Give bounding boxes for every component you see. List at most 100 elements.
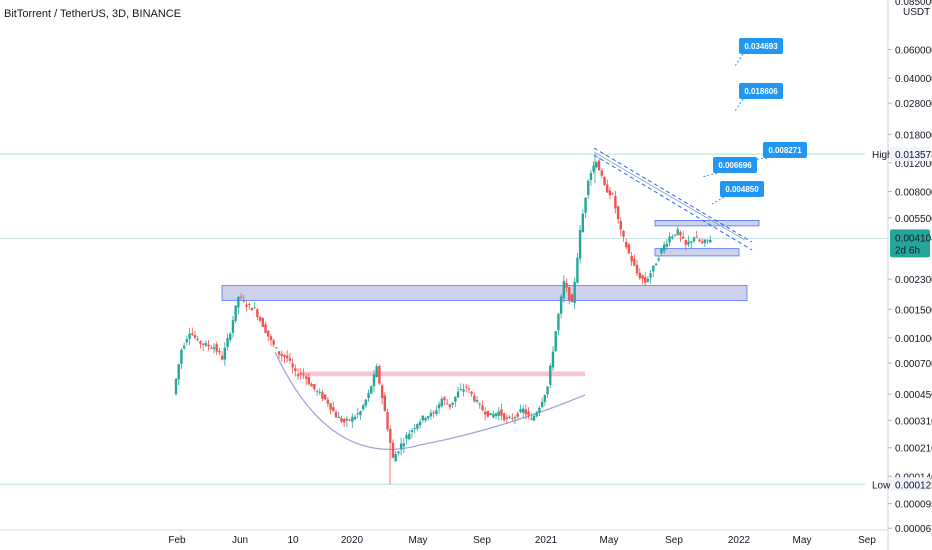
candle-body	[180, 349, 183, 364]
candle-body	[562, 280, 566, 299]
candle-body	[532, 415, 536, 421]
candle-body	[307, 377, 311, 385]
candle-body	[543, 395, 547, 403]
candle-body	[513, 417, 517, 419]
low-price-label: 0.000125	[895, 480, 932, 491]
candle-body	[554, 331, 557, 352]
candle-body	[440, 398, 443, 407]
chart-title: BitTorrent / TetherUS, 3D, BINANCE	[4, 8, 182, 20]
candle-body	[239, 296, 243, 298]
candle-body	[397, 451, 400, 454]
candle-body	[207, 344, 210, 347]
candle-body	[332, 407, 335, 412]
candle-body	[646, 278, 650, 282]
candle-body	[497, 411, 500, 416]
candle-body	[570, 294, 574, 303]
candle-body	[665, 243, 669, 247]
candle-body	[511, 417, 514, 419]
candle-body	[427, 416, 430, 419]
target-callout-box	[763, 142, 807, 158]
candle-body	[272, 340, 275, 345]
cup-arc	[274, 351, 586, 450]
candle-body	[681, 236, 685, 239]
candle-body	[676, 229, 679, 235]
candle-body	[535, 412, 538, 417]
candle-body	[413, 428, 416, 430]
candle-body	[348, 419, 351, 421]
candle-body	[538, 407, 541, 413]
candle-body	[557, 313, 560, 331]
candle-body	[315, 390, 319, 392]
candle-body	[459, 388, 462, 390]
candle-body	[199, 341, 202, 344]
upper-box	[654, 219, 760, 227]
candle-body	[633, 258, 636, 266]
candle-body	[351, 416, 354, 422]
candle-body	[508, 416, 511, 418]
candle-body	[635, 264, 639, 274]
candle-body	[473, 395, 476, 402]
candle-body	[310, 384, 313, 387]
candle-body	[690, 241, 693, 243]
candle-body	[391, 442, 395, 458]
candle-body	[210, 347, 213, 349]
candle-body	[660, 248, 663, 254]
candle-body	[494, 413, 498, 416]
candle-body	[294, 368, 297, 372]
candle-body	[641, 275, 644, 280]
y-tick-label: 0.000095	[895, 500, 932, 511]
candle-body	[454, 396, 457, 402]
candle-body	[220, 355, 224, 360]
x-tick-label: Jun	[232, 535, 248, 546]
candle-body	[608, 190, 612, 196]
candle-body	[372, 374, 376, 387]
x-tick-label: 2022	[728, 535, 751, 546]
candle-body	[340, 417, 343, 422]
low-label-bg	[865, 477, 887, 492]
candle-body	[519, 409, 522, 413]
candle-body	[418, 421, 422, 426]
candle-body	[394, 453, 397, 462]
candle-body	[313, 384, 316, 390]
candle-body	[668, 236, 671, 243]
candle-body	[614, 195, 617, 209]
y-tick-label: 0.085000	[895, 0, 932, 8]
low-label: Low	[872, 480, 891, 491]
candle-body	[277, 351, 281, 355]
candle-body	[698, 239, 701, 242]
candle-body	[432, 412, 435, 414]
candle-body	[464, 386, 468, 388]
candle-body	[323, 394, 327, 400]
candle-body	[215, 344, 218, 352]
target-pointer	[701, 172, 718, 178]
x-tick-label: 2020	[341, 535, 364, 546]
high-price-label-bg	[890, 147, 930, 162]
trend-line-mid	[593, 151, 746, 241]
annotation-layer: 0.034693 0.018606 0.008271 0.006696 0.004850	[701, 38, 807, 205]
x-tick-label: May	[793, 535, 812, 546]
candle-body	[182, 345, 186, 349]
candle-body	[437, 404, 441, 409]
candle-body	[462, 389, 465, 392]
candle-body	[226, 338, 229, 347]
candle-body	[695, 236, 698, 238]
candle-body	[405, 435, 408, 439]
candle-body	[475, 399, 479, 402]
candle-body	[223, 347, 227, 360]
candle-body	[700, 241, 704, 243]
candle-body	[654, 263, 658, 266]
candle-body	[692, 237, 696, 242]
candle-body	[242, 300, 246, 302]
candle-body	[424, 417, 427, 421]
candle-body	[383, 395, 387, 412]
candle-body	[600, 170, 604, 176]
candle-body	[408, 433, 411, 440]
candle-body	[304, 376, 308, 379]
candle-body	[185, 339, 189, 343]
